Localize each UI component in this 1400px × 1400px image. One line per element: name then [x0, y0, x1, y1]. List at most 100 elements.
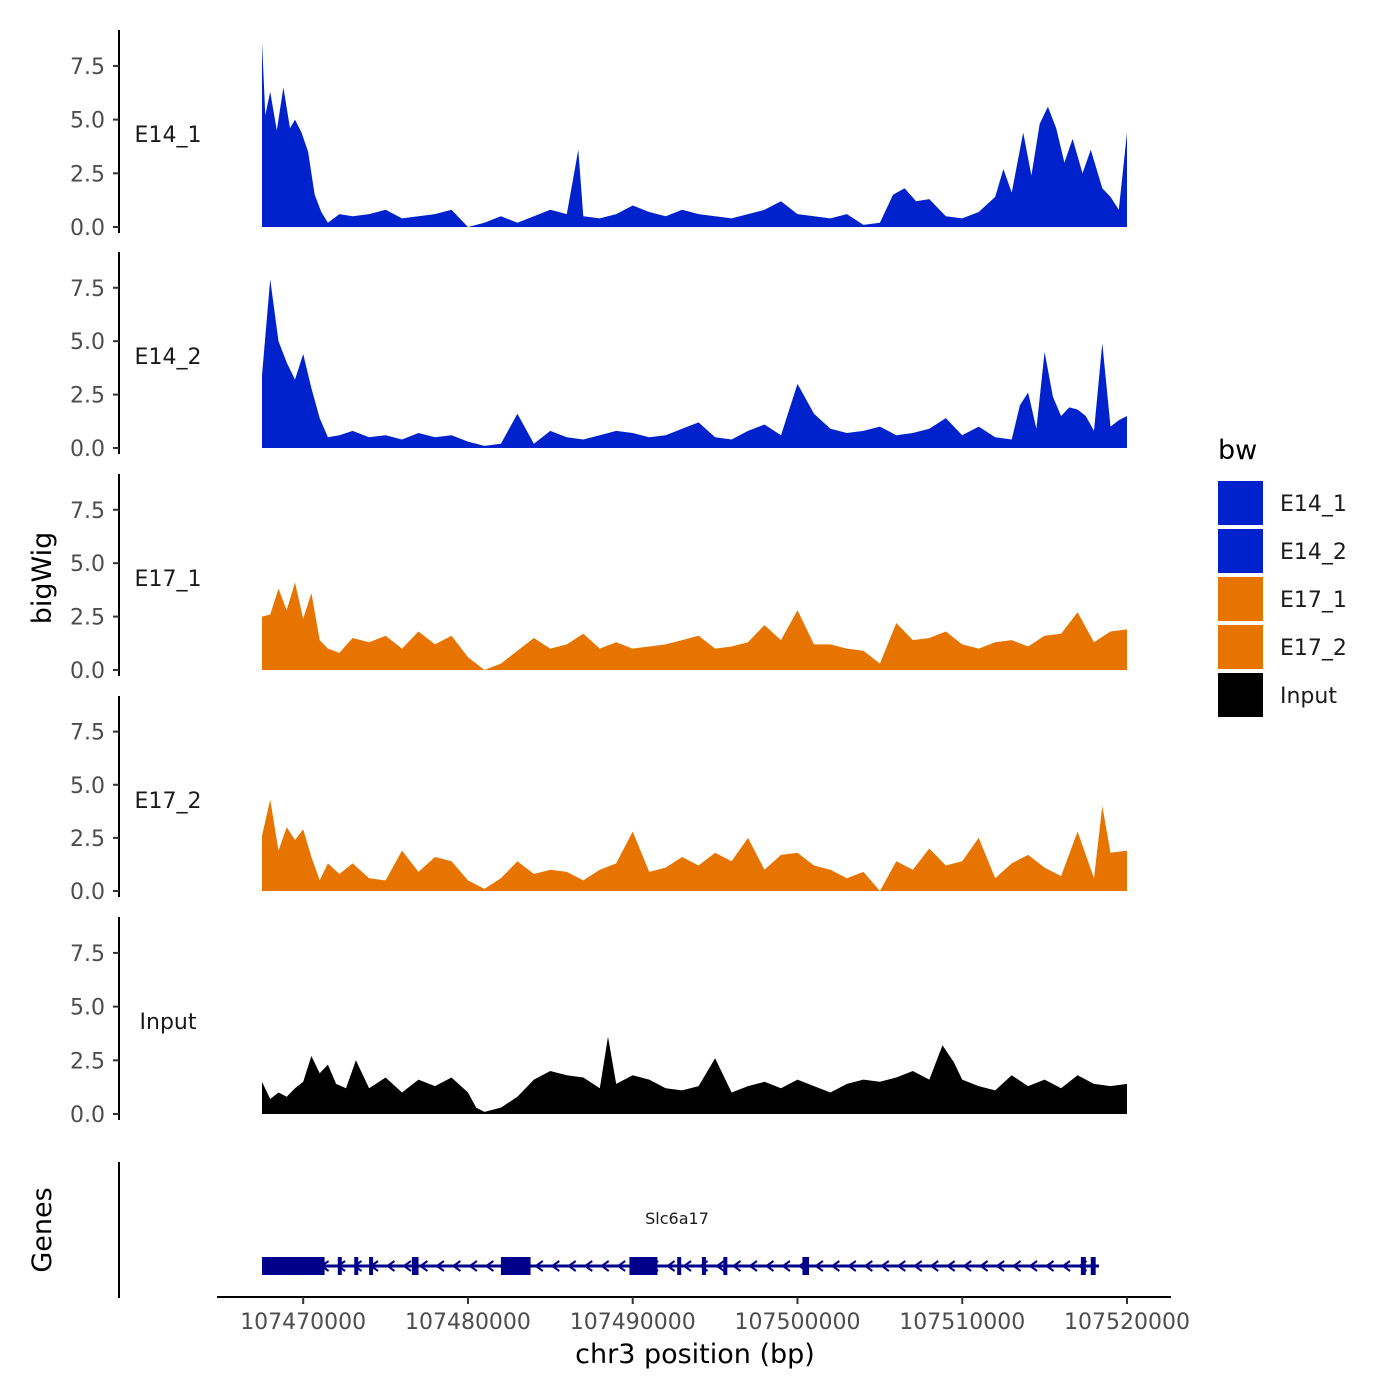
y-tick-label: 2.5 [70, 606, 105, 631]
strand-arrow [863, 1260, 873, 1272]
y-tick-label: 7.5 [70, 942, 105, 967]
legend-key [1218, 481, 1263, 525]
y-tick-label: 5.0 [70, 109, 105, 134]
y-tick-label: 0.0 [70, 1103, 105, 1128]
strand-arrow [781, 1260, 791, 1272]
x-tick-label: 107520000 [1064, 1310, 1190, 1335]
track-E14_2: 0.0 2.5 5.0 7.5 E14_2 [70, 252, 1127, 462]
strand-arrow [814, 1260, 824, 1272]
strand-arrow [484, 1260, 494, 1272]
exon [723, 1257, 728, 1275]
y-tick-label: 2.5 [70, 827, 105, 852]
track-E17_1: 0.0 2.5 5.0 7.5 E17_1 [70, 474, 1127, 684]
strand-arrow [402, 1260, 412, 1272]
strand-arrow [913, 1260, 923, 1272]
strand-arrow [1061, 1260, 1071, 1272]
y-tick-label: 0.0 [70, 659, 105, 684]
track-Input: 0.0 2.5 5.0 7.5 Input [70, 917, 1127, 1128]
legend-label: Input [1280, 684, 1337, 709]
y-tick-label: 7.5 [70, 499, 105, 524]
y-tick-label: 5.0 [70, 996, 105, 1021]
y-tick-label: 2.5 [70, 384, 105, 409]
x-tick-label: 107500000 [734, 1310, 860, 1335]
exon [354, 1257, 359, 1275]
coverage-area-E14_2 [262, 279, 1127, 448]
exon [262, 1257, 325, 1275]
strand-arrow [978, 1260, 989, 1272]
gene-model [262, 1257, 1099, 1275]
y-tick-label: 2.5 [70, 1049, 105, 1074]
track-label: Input [140, 1010, 197, 1035]
track-panels: 0.0 2.5 5.0 7.5 E14_1 0.0 2.5 5.0 7.5 E14_2 0.0 2.5… [70, 30, 1127, 1128]
exon [701, 1257, 706, 1275]
strand-arrow [534, 1260, 544, 1272]
coverage-area-E17_1 [262, 582, 1127, 670]
strand-arrow [385, 1260, 396, 1272]
strand-arrow [945, 1260, 956, 1272]
y-tick-label: 5.0 [70, 552, 105, 577]
coverage-area-Input [262, 1036, 1127, 1114]
strand-arrow [1011, 1260, 1022, 1272]
strand-arrow [847, 1260, 857, 1272]
strand-arrow [764, 1260, 775, 1272]
track-label: E17_2 [135, 789, 202, 814]
legend-label: E14_2 [1280, 540, 1347, 565]
exon [629, 1257, 658, 1275]
x-tick-label: 107480000 [405, 1310, 531, 1335]
strand-arrow [880, 1260, 890, 1272]
strand-arrow [715, 1260, 725, 1272]
strand-arrow [682, 1260, 692, 1272]
x-tick-label: 107490000 [570, 1310, 696, 1335]
y-tick-label: 5.0 [70, 774, 105, 799]
track-label: E17_1 [135, 567, 202, 592]
legend-key [1218, 529, 1263, 573]
legend-label: E17_2 [1280, 636, 1347, 661]
exon [802, 1257, 810, 1275]
strand-arrow [1028, 1260, 1038, 1272]
strand-arrow [830, 1260, 840, 1272]
gene-name-label: Slc6a17 [645, 1209, 709, 1228]
track-E14_1: 0.0 2.5 5.0 7.5 E14_1 [70, 30, 1127, 241]
y-axis-title: bigWig [27, 532, 58, 625]
legend-title: bw [1218, 435, 1257, 466]
strand-arrow [468, 1260, 478, 1272]
strand-arrow [1044, 1260, 1055, 1272]
strand-arrow [599, 1260, 610, 1272]
y-tick-label: 7.5 [70, 721, 105, 746]
legend-key [1218, 625, 1263, 669]
y-tick-label: 2.5 [70, 162, 105, 187]
strand-arrow [451, 1260, 462, 1272]
strand-arrow [435, 1260, 445, 1272]
strand-arrow [962, 1260, 972, 1272]
strand-arrow [567, 1260, 577, 1272]
x-tick-label: 107510000 [899, 1310, 1025, 1335]
strand-arrow [896, 1260, 906, 1272]
x-axis: 107470000 107480000 107490000 107500000 1075… [217, 1296, 1190, 1335]
genes-axis-title: Genes [27, 1187, 58, 1272]
exon [337, 1257, 342, 1275]
y-tick-label: 0.0 [70, 880, 105, 905]
strand-arrow [583, 1260, 593, 1272]
y-tick-label: 7.5 [70, 277, 105, 302]
legend: bw E14_1 E14_2 E17_1 E17_2 Input [1218, 435, 1347, 717]
legend-entries: E14_1 E14_2 E17_1 E17_2 Input [1218, 481, 1347, 717]
x-axis-ticks: 107470000 107480000 107490000 107500000 1075… [240, 1297, 1190, 1335]
strand-arrow [929, 1260, 939, 1272]
strand-arrow [616, 1260, 626, 1272]
y-tick-label: 5.0 [70, 330, 105, 355]
exon [677, 1257, 682, 1275]
legend-label: E17_1 [1280, 588, 1347, 613]
exon [1090, 1257, 1096, 1275]
strand-arrow [665, 1260, 676, 1272]
strand-arrow [995, 1260, 1005, 1272]
strand-arrow [550, 1260, 560, 1272]
exon [500, 1257, 531, 1275]
strand-arrow [731, 1260, 742, 1272]
coverage-area-E14_1 [262, 42, 1127, 227]
track-label: E14_2 [135, 345, 202, 370]
legend-key [1218, 673, 1263, 717]
strand-arrow [748, 1260, 758, 1272]
y-tick-label: 0.0 [70, 216, 105, 241]
y-tick-label: 0.0 [70, 437, 105, 462]
